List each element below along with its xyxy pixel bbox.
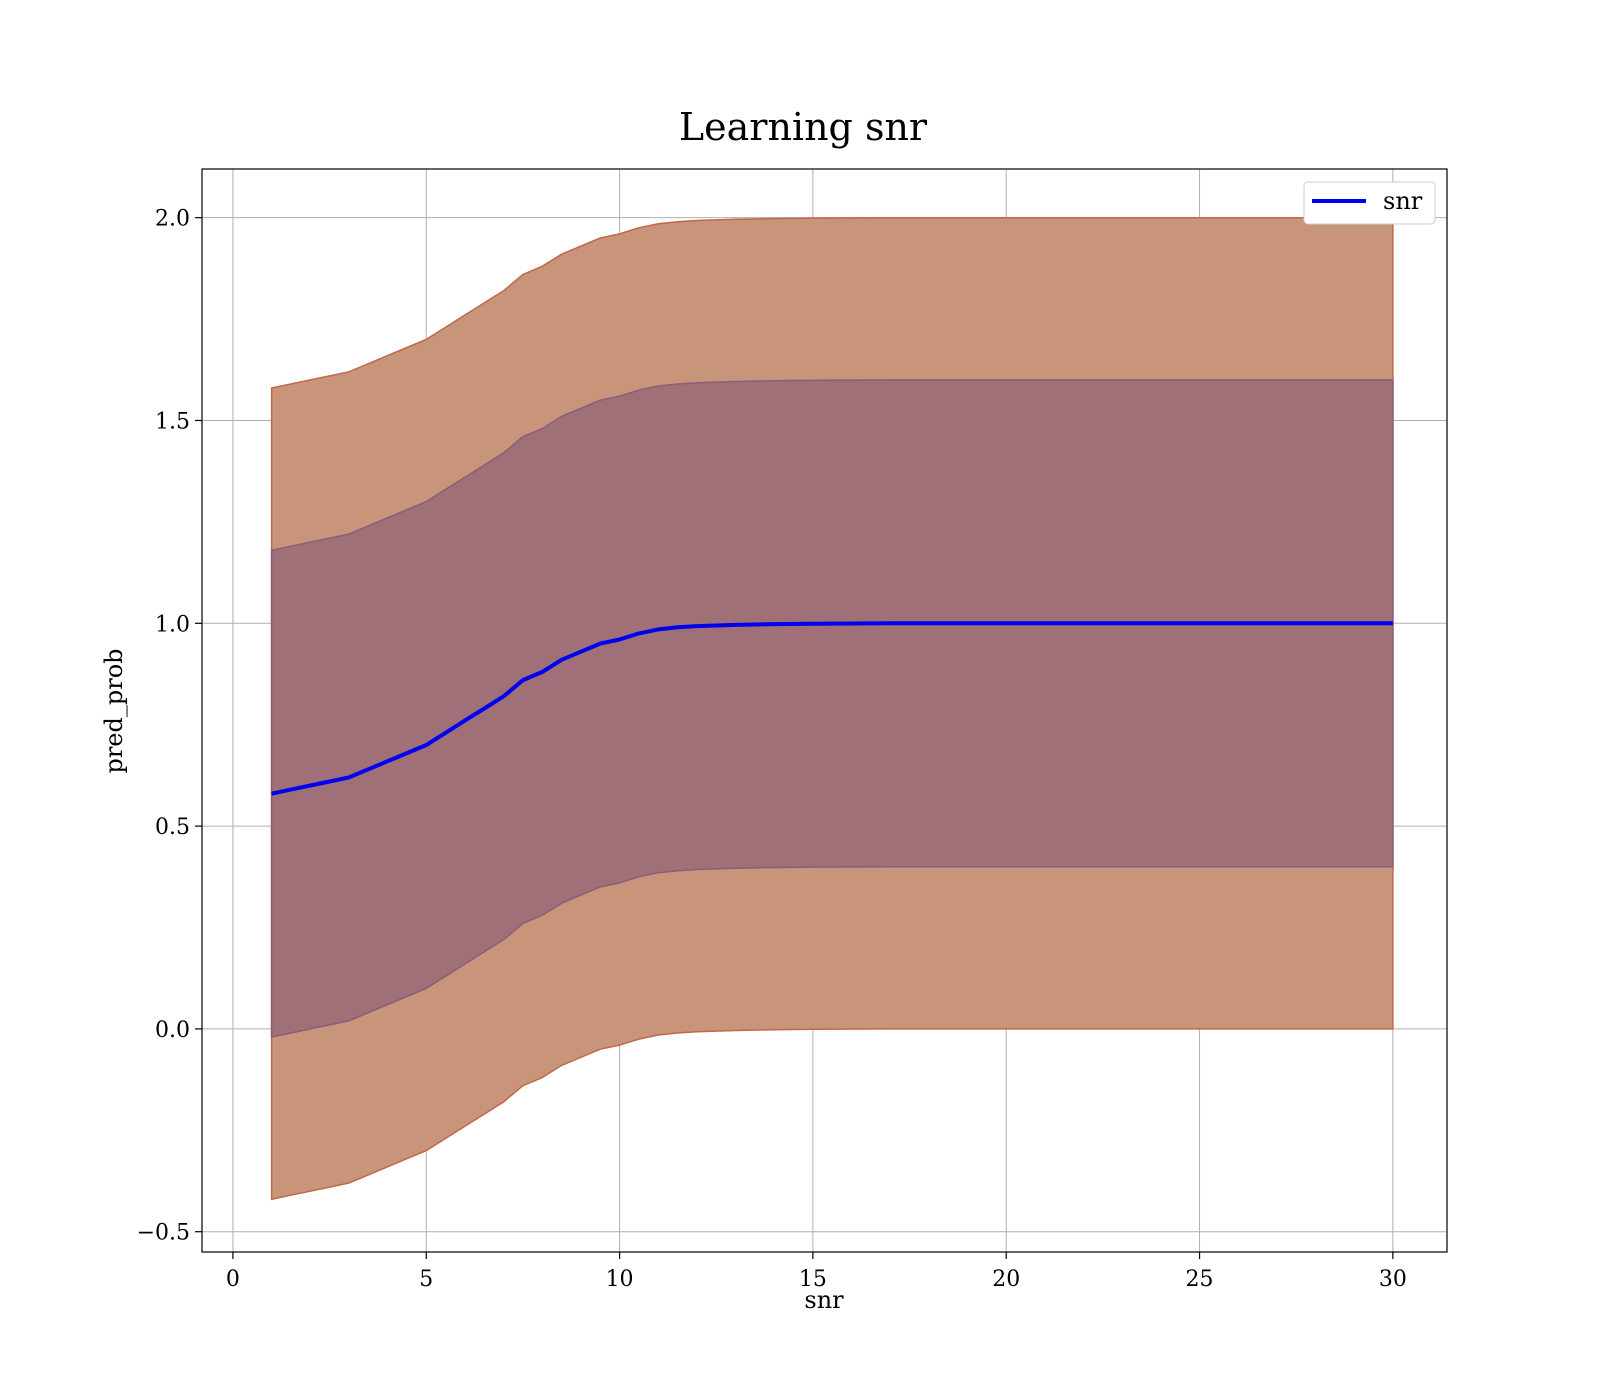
- x-tick-label: 30: [1379, 1267, 1407, 1292]
- x-axis-label: snr: [804, 1286, 844, 1314]
- x-tick-label: 5: [419, 1267, 433, 1292]
- y-tick-label: 1.0: [155, 612, 190, 637]
- x-tick-label: 25: [1186, 1267, 1214, 1292]
- legend-label-snr: snr: [1383, 187, 1423, 215]
- x-tick-label: 0: [226, 1267, 240, 1292]
- x-tick-label: 20: [992, 1267, 1020, 1292]
- chart-title: Learning snr: [679, 105, 928, 149]
- legend: snr: [1303, 181, 1436, 225]
- series-line-snr: [271, 621, 1393, 796]
- y-tick-label: 2.0: [155, 207, 190, 232]
- plot-frame: [201, 168, 1448, 1253]
- y-tick-label: 0.0: [155, 1018, 190, 1043]
- x-axis: 0 5 10 15 20 25 30: [226, 1252, 1407, 1292]
- y-tick-label: 0.5: [155, 815, 190, 840]
- x-tick-label: 10: [606, 1267, 634, 1292]
- y-axis-label: pred_prob: [100, 648, 128, 773]
- inner-std-band: [270, 379, 1394, 1038]
- legend-box: [1303, 181, 1436, 225]
- y-tick-label: −0.5: [137, 1221, 190, 1246]
- plot-area: [201, 168, 1448, 1253]
- y-tick-label: 1.5: [155, 409, 190, 434]
- x-tick-label: 15: [799, 1267, 827, 1292]
- y-axis: −0.5 0.0 0.5 1.0 1.5 2.0: [137, 207, 202, 1246]
